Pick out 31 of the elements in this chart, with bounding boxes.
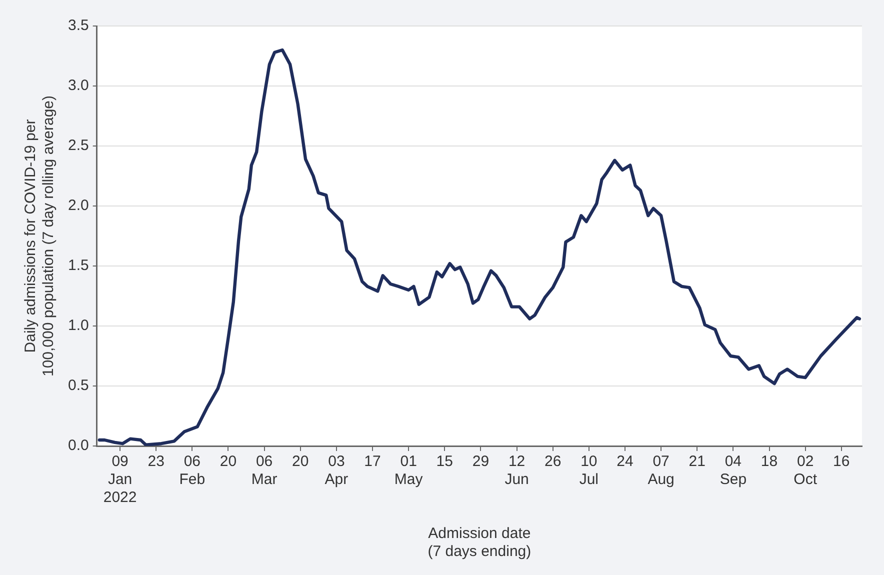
y-tick-label: 0.5 <box>68 377 89 394</box>
x-tick-label: 07 Aug <box>648 453 674 488</box>
y-tick-label: 1.0 <box>68 317 89 334</box>
y-tick-label: 3.0 <box>68 77 89 94</box>
x-tick-label: 20 <box>220 453 237 470</box>
x-tick-label: 20 <box>292 453 309 470</box>
x-tick-label: 06 Mar <box>251 453 278 488</box>
x-tick-label: 17 <box>364 453 381 470</box>
x-tick-label: 02 Oct <box>794 453 818 488</box>
x-tick-label: 03 Apr <box>324 453 348 488</box>
x-tick-label: 24 <box>616 453 634 470</box>
x-tick-label: 29 <box>472 453 490 470</box>
x-tick-label: 23 <box>148 453 164 470</box>
x-tick-label: 10 Jul <box>579 453 599 488</box>
x-axis-title: Admission date (7 days ending) <box>428 525 532 560</box>
x-tick-label: 04 Sep <box>720 453 747 488</box>
x-tick-label: 01 May <box>394 453 424 488</box>
x-tick-label: 12 Jun <box>504 453 529 488</box>
x-tick-label: 26 <box>544 453 562 470</box>
x-tick-label: 06 Feb <box>179 453 206 488</box>
y-tick-label: 2.5 <box>68 137 89 154</box>
x-tick-label: 09 Jan 2022 <box>103 453 137 506</box>
y-tick-label: 1.5 <box>68 257 89 274</box>
x-tick-label: 16 <box>833 453 850 470</box>
x-tick-label: 18 <box>760 453 778 470</box>
y-tick-label: 3.5 <box>68 17 89 34</box>
y-tick-label: 0.0 <box>68 437 89 454</box>
x-tick-label: 15 <box>436 453 453 470</box>
y-tick-label: 2.0 <box>68 197 89 214</box>
x-tick-label: 21 <box>688 453 706 470</box>
y-axis-title: Daily admissions for COVID-19 per 100,000 population (7 day rolling average) <box>22 95 58 377</box>
